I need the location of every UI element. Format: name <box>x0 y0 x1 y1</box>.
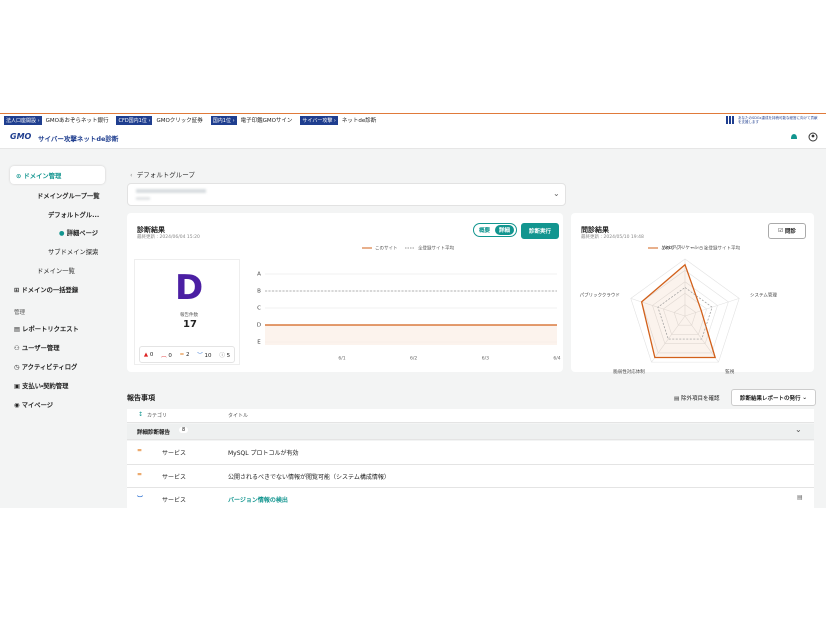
nav-label[interactable]: ドメインの一括登録 <box>21 287 79 294</box>
blurred-domain <box>136 189 206 193</box>
nav-item[interactable]: ドメイングループ一覧 <box>37 193 100 200</box>
exclude-link[interactable]: ▤ 除外項目を確認 <box>674 396 720 402</box>
nav-label[interactable]: ドメイン管理 <box>23 173 62 180</box>
category: サービス <box>162 497 187 504</box>
severity-medium: = 2 <box>179 351 190 358</box>
interview-card: 問診結果 最終更新：2024/05/10 19:48 ☑ 問診 <box>571 213 814 372</box>
active-nav-bg <box>10 166 105 184</box>
severity-icon: = <box>137 470 143 478</box>
nav-section: 管理 <box>14 310 26 316</box>
nav-item[interactable]: ⚇ ユーザー管理 <box>14 345 60 352</box>
toggle-option[interactable]: 概要 <box>479 228 491 234</box>
banner-link[interactable]: GMOクリック証券 <box>156 118 203 124</box>
report-row[interactable]: = サービス MySQL プロトコルが有効 <box>127 441 814 465</box>
logo[interactable]: GMO <box>10 132 32 141</box>
toggle-option[interactable]: 詳細 <box>495 225 515 235</box>
link-label[interactable]: 除外項目を確認 <box>680 396 720 402</box>
sdgs-text[interactable]: あなたのSDGs達成を持続可能な経営に向けて貢献を支援します <box>738 116 818 124</box>
nav-label[interactable]: レポートリクエスト <box>22 326 79 333</box>
severity-count: 0 <box>168 352 172 359</box>
domain-select[interactable]: ⌄ <box>127 183 566 206</box>
banner-badge[interactable]: 法人口座開設 <box>4 115 42 125</box>
severity-high: ︵ 0 <box>161 352 172 359</box>
nav-label[interactable]: ユーザー管理 <box>21 345 60 352</box>
severity-count: 0 <box>149 351 154 358</box>
issue-button[interactable]: 診断結果レポートの発行 ⌄ <box>731 389 816 406</box>
button-label[interactable]: 診断結果レポートの発行 <box>739 395 801 402</box>
severity-low: ︶ 10 <box>197 352 212 359</box>
nav-item[interactable]: ドメイン一覧 <box>37 268 75 275</box>
group-name: 詳細診断報告 <box>137 430 171 436</box>
banner-badge[interactable]: サイバー攻撃 <box>300 115 338 125</box>
grade: D <box>175 268 204 308</box>
category: サービス <box>162 450 187 457</box>
column-header: カテゴリ <box>147 413 168 419</box>
nav-label[interactable]: 詳細ページ <box>66 230 99 237</box>
nav-item[interactable]: ◷ アクティビティログ <box>14 364 78 371</box>
bell-icon[interactable] <box>789 132 799 142</box>
banner: 法人口座開設GMOあおぞらネット銀行 CFD国内1位GMOクリック証券 国内1位… <box>0 114 826 126</box>
nav-item[interactable]: デフォルトグル... <box>48 212 100 219</box>
report-row[interactable]: = サービス 公開されるべきでない情報が閲覧可能（システム構成情報） <box>127 464 814 488</box>
report-row[interactable]: ︶ サービス バージョン情報の検出 ▤ <box>127 488 814 508</box>
breadcrumb-label[interactable]: デフォルトグループ <box>136 171 195 179</box>
diagnosis-card: 診断結果 最終更新：2024/06/04 15:20 概要 詳細 診断実行 D … <box>127 213 563 372</box>
card-title: 問診結果 <box>581 226 609 234</box>
toggle: 概要 詳細 <box>473 223 517 237</box>
updated: 最終更新：2024/05/10 19:48 <box>581 235 644 240</box>
sdgs-icon <box>726 116 734 124</box>
title: MySQL プロトコルが有効 <box>228 450 299 457</box>
severity-count: 5 <box>226 352 231 359</box>
nav-item[interactable]: ◉ マイページ <box>14 402 54 409</box>
section-title: 報告事項 <box>127 394 155 402</box>
sort-icon[interactable]: ↕ <box>138 411 144 418</box>
column-header: タイトル <box>228 413 249 419</box>
severity-info: ⓘ 5 <box>219 352 231 359</box>
breadcrumb[interactable]: ‹ デフォルトグループ <box>130 171 195 179</box>
nav-item[interactable]: サブドメイン探索 <box>48 249 99 256</box>
nav-label[interactable]: 支払い・契約管理 <box>22 383 69 390</box>
button-label[interactable]: 問診 <box>784 229 796 235</box>
severity-icon: ︶ <box>137 496 144 503</box>
title: 公開されるべきでない情報が閲覧可能（システム構成情報） <box>228 473 390 481</box>
nav-label[interactable]: アクティビティログ <box>21 364 78 371</box>
severity-critical: ▲ 0 <box>143 351 154 358</box>
header: GMO サイバー攻撃ネットde診断 <box>0 126 826 149</box>
nav-item[interactable]: ● 詳細ページ <box>59 230 99 237</box>
banner-badge[interactable]: 国内1位 <box>210 115 237 125</box>
category: サービス <box>162 473 187 481</box>
severity-icon: = <box>137 447 143 454</box>
severity-count: 10 <box>204 352 212 359</box>
severity-count: 2 <box>186 351 190 358</box>
count-label: 報告件数 <box>180 313 198 318</box>
nav-item[interactable]: ⊙ ドメイン管理 <box>16 173 62 180</box>
nav-label[interactable]: マイページ <box>21 402 54 409</box>
banner-link[interactable]: GMOあおぞらネット銀行 <box>45 118 109 124</box>
chevron: ⌄ <box>553 189 560 198</box>
banner-badge[interactable]: CFD国内1位 <box>116 115 153 125</box>
group-row[interactable]: 詳細診断報告 8 ⌄ <box>127 424 814 440</box>
product-name[interactable]: サイバー攻撃ネットde診断 <box>38 135 119 143</box>
group-count: 8 <box>179 427 189 433</box>
blurred-domain <box>136 197 150 200</box>
chevron: ⌄ <box>795 425 802 434</box>
run-button[interactable]: 診断実行 <box>521 223 559 239</box>
grade-panel: D 報告件数 17 ▲ 0 ︵ 0 = 2 ︶ 10 ⓘ 5 <box>134 259 240 365</box>
nav-item[interactable]: ▤ レポートリクエスト <box>14 326 79 333</box>
severity-counts: ▲ 0 ︵ 0 = 2 ︶ 10 ⓘ 5 <box>139 346 235 363</box>
row-icon[interactable]: ▤ <box>797 494 803 501</box>
card-title: 診断結果 <box>137 226 165 234</box>
updated: 最終更新：2024/06/04 15:20 <box>137 235 200 240</box>
table-header: ↕ カテゴリ タイトル <box>127 409 814 423</box>
interview-button[interactable]: ☑ 問診 <box>768 223 806 239</box>
title[interactable]: バージョン情報の検出 <box>228 497 288 504</box>
banner-link[interactable]: ネットde診断 <box>341 118 377 124</box>
nav-item[interactable]: ⊞ ドメインの一括登録 <box>14 287 79 294</box>
user-icon[interactable] <box>808 132 818 142</box>
count: 17 <box>183 319 197 330</box>
app: 法人口座開設GMOあおぞらネット銀行 CFD国内1位GMOクリック証券 国内1位… <box>0 113 826 508</box>
nav-item[interactable]: ▣ 支払い・契約管理 <box>14 383 69 390</box>
banner-link[interactable]: 電子印鑑GMOサイン <box>240 118 293 124</box>
